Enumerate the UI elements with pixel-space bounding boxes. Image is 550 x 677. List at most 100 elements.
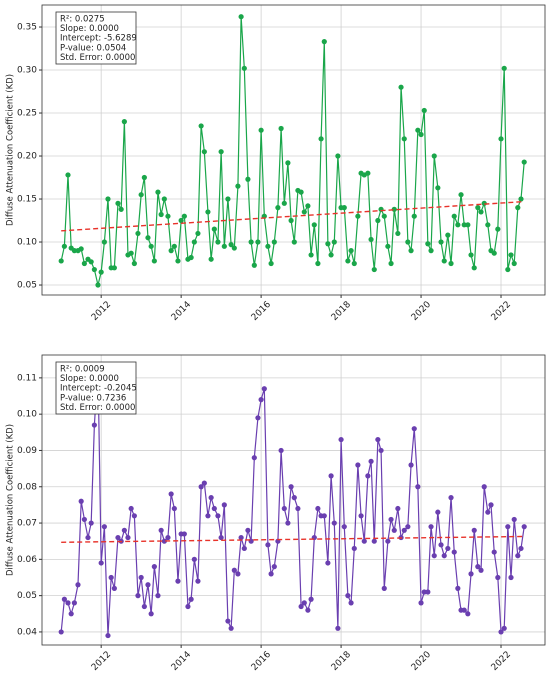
data-point [308, 596, 314, 602]
data-point [325, 560, 331, 566]
data-point [141, 174, 147, 181]
data-point [471, 527, 477, 533]
data-point [121, 119, 127, 125]
data-point [145, 582, 151, 588]
data-point [61, 243, 67, 249]
y-tick-label: 0.10 [17, 410, 37, 420]
data-point [71, 248, 77, 254]
data-point [395, 230, 401, 237]
data-point [258, 127, 264, 133]
data-point [328, 252, 334, 258]
data-point [411, 426, 417, 432]
data-point [115, 534, 121, 541]
data-point [438, 239, 444, 245]
data-point [168, 491, 174, 497]
data-point [141, 603, 147, 610]
data-point [451, 213, 457, 219]
data-point [231, 567, 237, 573]
data-point [391, 527, 397, 533]
data-point [405, 239, 411, 245]
data-point [268, 260, 274, 267]
data-point [288, 217, 294, 224]
data-point [298, 189, 304, 195]
data-point [238, 14, 244, 20]
data-point [195, 230, 201, 237]
data-point [421, 107, 427, 114]
data-point [341, 524, 347, 530]
y-tick-label: 0.04 [17, 627, 37, 637]
data-point [78, 246, 84, 252]
data-point [211, 505, 217, 512]
data-point [258, 397, 264, 403]
data-point [515, 553, 521, 559]
data-point [405, 524, 411, 530]
data-point [308, 252, 314, 258]
data-point [248, 239, 254, 245]
data-point [321, 513, 327, 519]
stats-box [55, 361, 137, 415]
data-point [218, 534, 224, 541]
trend-line [61, 200, 525, 232]
data-point [138, 574, 144, 581]
data-point [245, 176, 251, 182]
data-point [185, 603, 191, 610]
stats-text: Slope: 0.0000 [60, 374, 119, 384]
data-point [265, 542, 271, 548]
data-point [261, 386, 267, 392]
data-point [335, 153, 341, 159]
data-point [148, 611, 154, 617]
data-point [395, 505, 401, 512]
data-point [418, 131, 424, 138]
data-point [368, 236, 374, 243]
data-point [408, 462, 414, 468]
data-point [205, 513, 211, 519]
data-point [331, 520, 337, 526]
data-point [331, 239, 337, 245]
data-point [305, 203, 311, 209]
data-point [445, 545, 451, 552]
data-point [385, 243, 391, 249]
data-point [168, 248, 174, 254]
data-point [465, 222, 471, 228]
data-point [401, 136, 407, 142]
data-point [441, 553, 447, 559]
y-tick-label: 0.08 [17, 482, 37, 492]
data-point [481, 484, 487, 490]
data-point [318, 136, 324, 142]
data-point [465, 611, 471, 617]
x-tick-label: 2020 [410, 650, 433, 673]
data-point [251, 262, 257, 268]
data-point [491, 250, 497, 256]
x-tick-label: 2018 [330, 650, 353, 673]
data-point [468, 252, 474, 258]
data-point [468, 571, 474, 577]
data-point [201, 480, 207, 486]
data-point [505, 266, 511, 273]
data-point [95, 282, 101, 288]
x-tick-label: 2018 [330, 300, 353, 323]
data-point [408, 248, 414, 254]
y-tick-label: 0.25 [17, 109, 37, 119]
data-point [361, 538, 367, 544]
data-point [471, 265, 477, 271]
trend-line [61, 535, 525, 543]
data-point [108, 574, 114, 581]
data-point [91, 422, 97, 428]
data-point [518, 545, 524, 552]
data-point [98, 269, 104, 275]
data-point [255, 239, 261, 245]
data-point [221, 243, 227, 249]
data-point [188, 596, 194, 602]
data-point [58, 629, 64, 635]
data-point [101, 239, 107, 245]
data-point [98, 560, 104, 566]
data-point [155, 593, 161, 599]
data-point [311, 222, 317, 228]
data-point [505, 524, 511, 530]
data-point [111, 265, 117, 271]
data-point [345, 258, 351, 264]
data-point [271, 239, 277, 245]
data-point [485, 222, 491, 228]
